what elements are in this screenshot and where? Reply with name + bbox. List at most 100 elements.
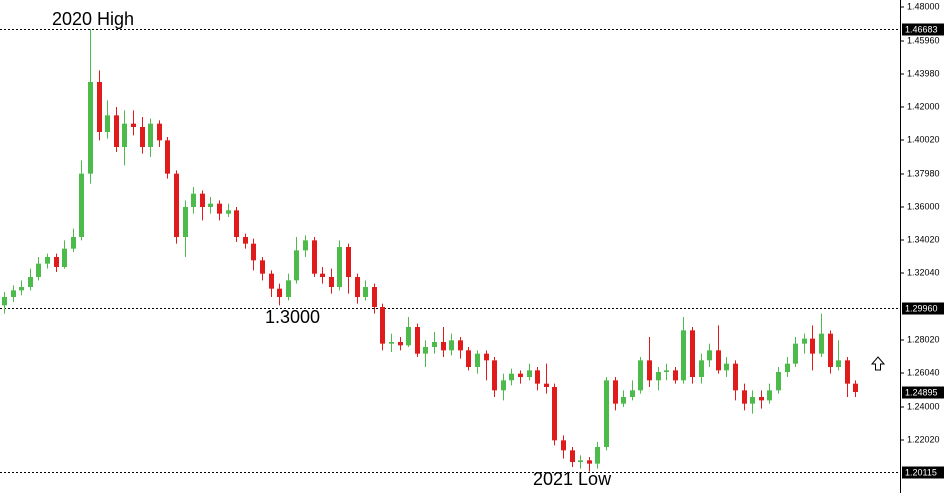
candle	[836, 340, 841, 371]
candle-body	[621, 397, 626, 404]
y-tick-label: 1.24000	[907, 401, 940, 411]
candle	[226, 203, 231, 217]
candle	[578, 455, 583, 469]
level-label: 1.46683	[905, 24, 938, 34]
candle	[174, 170, 179, 244]
candle-body	[329, 277, 334, 287]
candle-body	[11, 290, 16, 297]
candle-body	[71, 237, 76, 249]
candle-body	[174, 173, 179, 237]
candle-body	[140, 127, 145, 147]
candle-body	[165, 140, 170, 174]
candle	[45, 253, 50, 269]
candle-body	[157, 123, 162, 141]
candle	[423, 340, 428, 367]
candle-body	[423, 347, 428, 354]
candle-body	[312, 240, 317, 274]
candle	[415, 323, 420, 357]
candle-body	[681, 330, 686, 381]
candle-body	[673, 370, 678, 381]
candle	[372, 283, 377, 314]
candle-body	[759, 397, 764, 401]
candle-body	[613, 380, 618, 404]
annotation: 2020 High	[52, 9, 134, 29]
candle-body	[587, 460, 592, 464]
level-label: 1.20115	[905, 467, 937, 477]
candle	[260, 257, 265, 281]
candle	[337, 240, 342, 291]
candle-body	[260, 260, 265, 274]
candle-body	[337, 247, 342, 287]
candle	[699, 353, 704, 384]
candle	[707, 343, 712, 367]
candle	[62, 240, 67, 269]
candle-body	[716, 350, 721, 371]
candle	[681, 317, 686, 384]
candle	[122, 110, 127, 166]
candle	[329, 268, 334, 294]
candle-body	[604, 380, 609, 447]
candle-body	[286, 280, 291, 297]
candle-body	[724, 363, 729, 371]
candle-body	[845, 360, 850, 384]
candle-body	[303, 240, 308, 251]
y-tick-label: 1.28020	[907, 334, 940, 344]
candle	[509, 368, 514, 386]
candle-body	[415, 327, 420, 354]
candle-body	[630, 390, 635, 397]
candle	[286, 273, 291, 301]
candle-body	[277, 288, 282, 297]
candle-body	[466, 350, 471, 367]
candle	[759, 390, 764, 409]
candle-body	[105, 115, 110, 132]
candle-body	[810, 338, 815, 354]
candle	[449, 333, 454, 356]
candle-body	[449, 340, 454, 351]
candle-body	[475, 353, 480, 367]
candle	[638, 357, 643, 394]
y-tick-label: 1.45960	[907, 35, 940, 45]
candle	[458, 337, 463, 359]
candle	[785, 357, 790, 377]
candle-body	[595, 447, 600, 464]
candle-body	[45, 257, 50, 264]
candle-body	[88, 82, 93, 174]
up-arrow-icon	[870, 356, 886, 371]
candle-body	[767, 390, 772, 401]
candle	[724, 357, 729, 377]
candle-body	[690, 330, 695, 377]
y-tick-label: 1.37980	[907, 168, 940, 178]
candle-body	[707, 350, 712, 361]
candle-body	[372, 287, 377, 307]
candle-body	[183, 207, 188, 237]
candle-body	[432, 342, 437, 347]
candle-body	[699, 360, 704, 377]
candle	[484, 350, 489, 381]
candle	[208, 197, 213, 214]
candle-body	[28, 277, 33, 287]
candle	[518, 370, 523, 384]
candle	[742, 383, 747, 411]
candle-body	[509, 373, 514, 381]
candle-body	[226, 210, 231, 214]
candle-body	[122, 123, 127, 147]
candle-body	[200, 193, 205, 207]
candle	[148, 118, 153, 157]
y-tick-label: 1.48000	[907, 1, 940, 11]
y-tick-label: 1.22020	[907, 434, 940, 444]
candle-body	[234, 210, 239, 237]
candle-body	[2, 297, 7, 306]
candle	[621, 390, 626, 407]
candle	[552, 383, 557, 446]
candle	[2, 292, 7, 314]
candle	[346, 243, 351, 294]
candle	[28, 268, 33, 291]
candle-body	[208, 203, 213, 207]
candle	[716, 325, 721, 374]
candle-body	[656, 372, 661, 381]
candle-body	[19, 287, 24, 291]
y-tick-label: 1.40020	[907, 134, 940, 144]
candle-body	[484, 353, 489, 361]
candle-body	[742, 390, 747, 404]
